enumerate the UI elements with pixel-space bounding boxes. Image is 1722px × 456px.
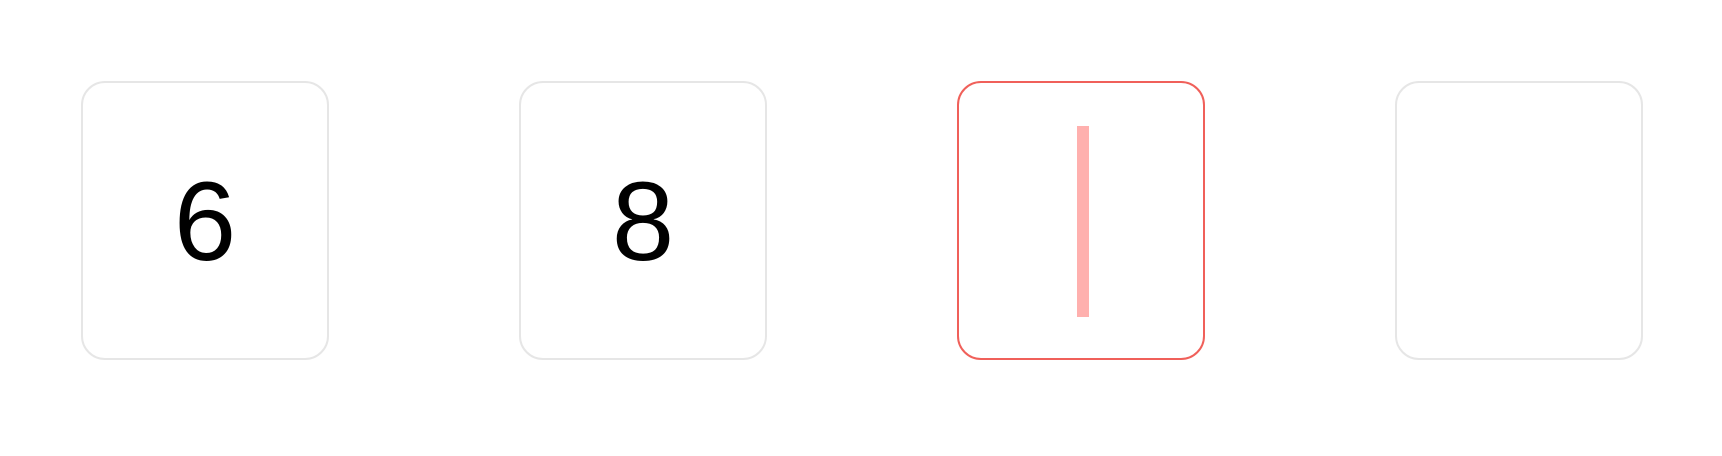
code-digit-4-value: [1397, 83, 1641, 358]
code-digit-box-3[interactable]: [957, 81, 1205, 360]
code-digit-box-2[interactable]: 8: [519, 81, 767, 360]
code-digit-box-1[interactable]: 6: [81, 81, 329, 360]
code-digit-1-value: 6: [173, 158, 237, 284]
text-caret: [1077, 126, 1089, 317]
code-digit-box-4[interactable]: [1395, 81, 1643, 360]
code-digit-2-value: 8: [611, 158, 675, 284]
